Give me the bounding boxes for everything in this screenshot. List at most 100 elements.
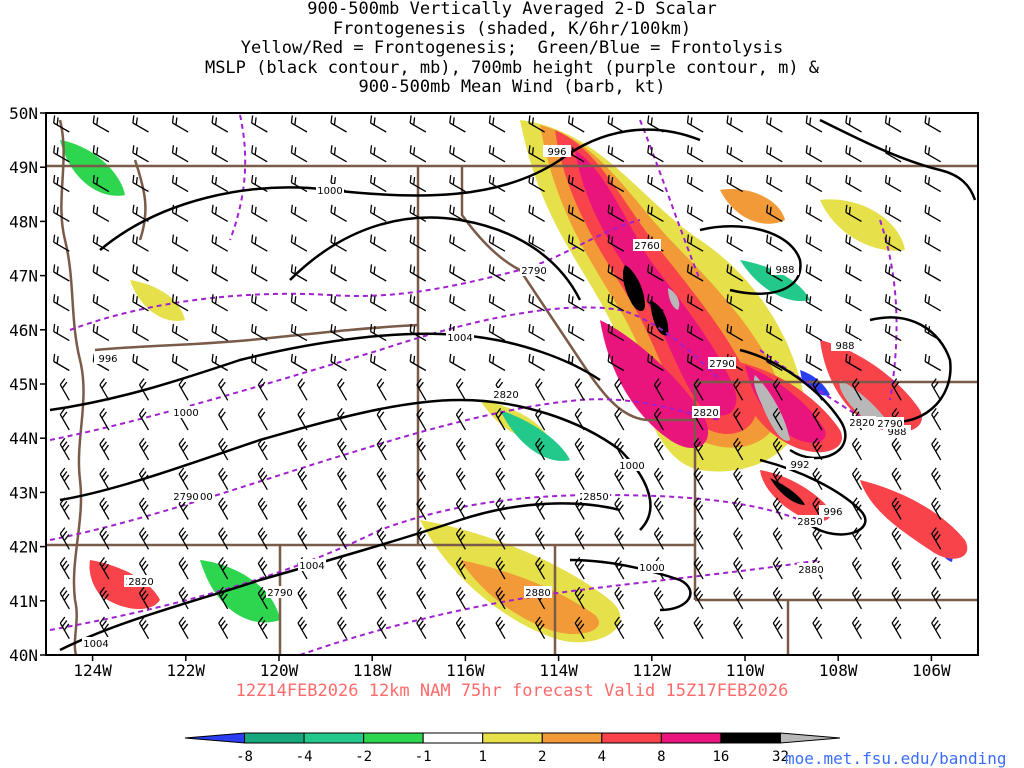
wind-barb xyxy=(528,323,545,342)
wind-barb xyxy=(53,234,70,252)
puget-sound xyxy=(133,159,147,241)
wind-barb xyxy=(686,234,704,252)
wind-barb xyxy=(138,467,150,491)
height-label: 2850 xyxy=(797,517,822,528)
wind-barb xyxy=(931,467,942,491)
wind-barb xyxy=(607,264,625,282)
wind-barb xyxy=(726,174,744,193)
wind-barb xyxy=(653,378,664,401)
wind-barb xyxy=(924,353,942,372)
wind-barb xyxy=(376,616,387,640)
wind-barb xyxy=(337,616,348,640)
wind-barb xyxy=(766,174,783,193)
height-label-bg xyxy=(172,490,200,502)
wind-barb xyxy=(495,437,506,461)
wind-barb xyxy=(567,174,585,193)
wind-barb xyxy=(812,378,823,401)
wind-barb xyxy=(607,145,625,163)
wind-barb xyxy=(805,145,823,163)
lon-label: 120W xyxy=(260,661,299,680)
wind-barb xyxy=(891,586,902,610)
colorbar-label: 1 xyxy=(479,749,487,765)
wind-barb xyxy=(607,204,625,222)
wind-barb xyxy=(488,294,506,312)
wind-barb xyxy=(845,294,862,312)
wind-barb xyxy=(488,115,506,133)
wind-barb xyxy=(218,616,229,640)
wind-barb xyxy=(891,378,902,401)
wind-barb xyxy=(59,557,70,580)
wind-barb xyxy=(409,115,427,133)
wind-barb xyxy=(369,145,387,163)
wind-barb xyxy=(369,234,387,252)
wind-barb xyxy=(376,378,387,401)
wind-barb xyxy=(805,353,823,372)
wind-barb xyxy=(376,586,387,610)
wind-barb xyxy=(92,145,110,163)
wind-barb xyxy=(528,234,545,252)
colorbar-label: 16 xyxy=(712,749,729,765)
wind-barb xyxy=(495,467,506,491)
lon-label: 110W xyxy=(726,661,765,680)
wind-barb xyxy=(178,616,189,640)
wind-barb xyxy=(845,353,862,372)
wind-barb xyxy=(251,115,268,133)
mslp-label: 996 xyxy=(98,354,117,365)
figure-title: 900-500mb Vertically Averaged 2-D Scalar… xyxy=(0,0,1024,98)
wind-barb xyxy=(535,408,546,431)
wind-barb xyxy=(290,115,308,133)
wind-barb xyxy=(851,467,863,491)
wind-barb xyxy=(693,616,704,640)
height-label: 2850 xyxy=(583,492,608,503)
wind-barb xyxy=(297,527,308,550)
credit-link[interactable]: moe.met.fsu.edu/banding xyxy=(785,749,1007,768)
wind-barb xyxy=(53,145,70,163)
forecast-valid-time: 12Z14FEB2026 12km NAM 75hr forecast Vali… xyxy=(235,681,789,701)
wind-barb xyxy=(99,557,110,580)
mslp-label: 996 xyxy=(547,147,566,158)
wind-barb xyxy=(805,204,823,222)
height-label-bg xyxy=(633,239,661,251)
wind-barb xyxy=(884,353,902,372)
height-label-bg xyxy=(492,388,520,400)
frontogenesis-band xyxy=(500,410,570,461)
mslp-label: 1000 xyxy=(173,408,198,419)
colorbar-swatch xyxy=(422,732,484,744)
wind-barb xyxy=(211,294,229,312)
wind-barb xyxy=(653,527,664,550)
wind-barb xyxy=(535,497,546,520)
height-label: 2790 xyxy=(267,588,292,599)
wind-barb xyxy=(290,204,308,222)
wind-barb xyxy=(416,378,427,401)
wind-barb xyxy=(376,557,387,580)
wind-barb xyxy=(337,378,348,401)
wind-barb xyxy=(138,586,150,610)
wind-barb xyxy=(330,353,347,372)
colorbar-swatch xyxy=(303,732,365,744)
wind-barb xyxy=(614,437,625,461)
wind-barb xyxy=(891,557,902,580)
mslp-contour xyxy=(819,118,977,201)
wind-barb xyxy=(528,115,545,133)
wind-barb xyxy=(290,323,308,342)
frontogenesis-band xyxy=(720,189,785,224)
wind-barb xyxy=(891,616,902,640)
wind-barb xyxy=(369,323,387,342)
wind-barb xyxy=(171,204,189,222)
wind-barb xyxy=(455,616,466,640)
wind-barb xyxy=(132,145,149,163)
wind-barb xyxy=(488,204,506,222)
wind-barb xyxy=(614,616,625,640)
wind-barb xyxy=(409,204,427,222)
mslp-label-bg xyxy=(638,561,666,573)
wind-barb xyxy=(138,527,150,550)
wind-barb xyxy=(693,527,704,550)
wind-barb xyxy=(92,115,110,133)
wind-barb xyxy=(726,115,744,133)
wind-barb xyxy=(574,527,585,550)
lon-label: 122W xyxy=(167,661,206,680)
wind-barb xyxy=(733,467,744,491)
wind-barb xyxy=(607,234,625,252)
wind-barb xyxy=(53,115,70,133)
